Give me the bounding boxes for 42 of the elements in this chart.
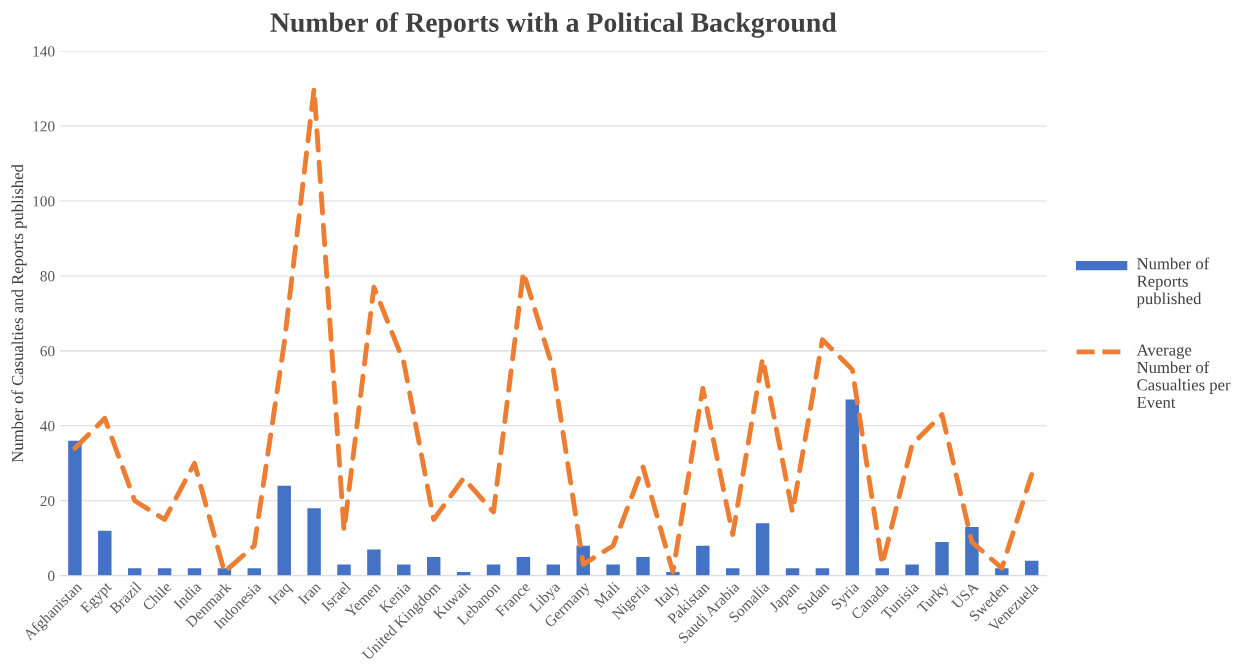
bar <box>606 564 620 576</box>
bar <box>307 508 321 576</box>
bar <box>696 545 710 576</box>
y-tick-label: 20 <box>40 495 55 507</box>
y-axis-title: Number of Casualties and Reports published <box>11 164 27 463</box>
bar <box>636 556 650 576</box>
y-tick-label: 80 <box>40 271 55 282</box>
bar <box>337 564 351 576</box>
y-tick-label: 40 <box>40 420 55 432</box>
bar <box>785 568 800 576</box>
bar <box>277 485 291 576</box>
chart-title: Number of Reports with a Political Background <box>270 12 837 38</box>
bar <box>1024 560 1039 576</box>
bar <box>68 440 82 576</box>
bar <box>127 568 142 576</box>
line-series <box>72 86 1035 575</box>
y-tick-label: 100 <box>33 196 55 207</box>
bar <box>426 556 441 576</box>
bar <box>546 564 561 576</box>
bar <box>247 568 262 576</box>
legend-label: Number of Reports published <box>1136 257 1210 308</box>
bar <box>486 564 501 576</box>
bar <box>725 568 740 576</box>
bar <box>905 564 919 576</box>
bar <box>98 530 112 576</box>
bar <box>845 399 860 576</box>
y-tick-label: 120 <box>33 121 55 132</box>
bar <box>516 556 531 576</box>
bar <box>755 523 770 576</box>
bar <box>367 549 381 576</box>
bar <box>157 568 172 576</box>
y-tick-label: 140 <box>33 46 55 57</box>
y-tick-label: 60 <box>40 346 55 357</box>
bar <box>187 568 202 576</box>
legend-label: Average Number of Casualties per Event <box>1136 344 1231 408</box>
bar <box>815 568 830 576</box>
bar <box>935 541 949 576</box>
y-tick-label: 0 <box>48 570 55 582</box>
x-tick-label: Iran <box>297 581 322 606</box>
x-tick-label: Iraq <box>267 581 294 608</box>
bar <box>397 564 411 576</box>
bar <box>875 568 889 576</box>
